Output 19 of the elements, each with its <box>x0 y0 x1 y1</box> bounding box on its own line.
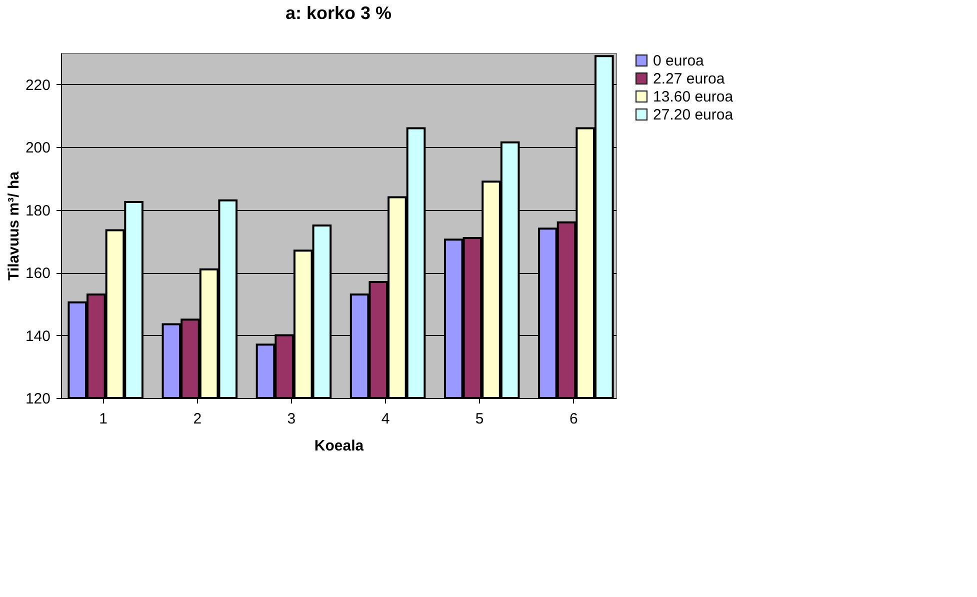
y-tick-label: 140 <box>25 328 50 345</box>
legend-label: 2.27 euroa <box>653 70 726 88</box>
x-tick-label: 5 <box>475 410 484 428</box>
legend-label: 27.20 euroa <box>653 106 734 124</box>
y-tick-label: 160 <box>25 265 50 282</box>
x-tick-label: 6 <box>570 410 578 428</box>
y-tick-label: 220 <box>25 76 50 94</box>
legend-label: 13.60 euroa <box>653 88 734 106</box>
y-axis-title: Tilavuus m³/ ha <box>5 170 22 280</box>
x-tick-label: 4 <box>381 410 390 428</box>
legend-label: 0 euroa <box>653 52 705 70</box>
x-axis-title: Koeala <box>314 438 364 454</box>
x-tick-label: 3 <box>287 410 296 428</box>
y-tick-label: 180 <box>25 202 50 220</box>
x-tick-label: 2 <box>193 410 202 428</box>
y-tick-label: 200 <box>25 140 50 157</box>
x-tick-label: 1 <box>99 410 108 428</box>
chart-title: a: korko 3 % <box>285 3 392 23</box>
y-tick-label: 120 <box>25 390 50 408</box>
